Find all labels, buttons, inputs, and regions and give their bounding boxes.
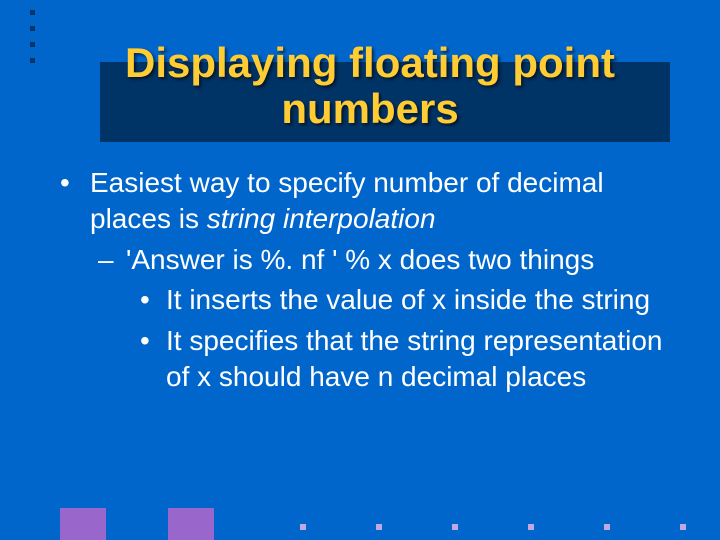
bullet-level-3: It specifies that the string representat…: [60, 323, 680, 396]
dot-icon: [300, 524, 306, 530]
dot-icon: [30, 58, 35, 63]
dot-icon: [604, 524, 610, 530]
bullet-level-1: Easiest way to specify number of decimal…: [60, 165, 680, 238]
slide-body: Easiest way to specify number of decimal…: [60, 165, 680, 399]
square-icon: [60, 508, 106, 540]
dot-icon: [528, 524, 534, 530]
bullet-level-2: 'Answer is %. nf ' % x does two things: [60, 242, 680, 278]
decorative-squares-bottom: [60, 508, 214, 540]
dot-icon: [452, 524, 458, 530]
bullet-level-3: It inserts the value of x inside the str…: [60, 282, 680, 318]
bullet-text: does two things: [392, 244, 594, 275]
dot-icon: [30, 10, 35, 15]
dot-icon: [680, 524, 686, 530]
dot-icon: [376, 524, 382, 530]
slide: Displaying floating point numbers Easies…: [0, 0, 720, 540]
dot-icon: [30, 26, 35, 31]
bullet-text: It specifies that the string representat…: [166, 325, 663, 392]
decorative-dots-top: [30, 10, 35, 74]
square-icon: [168, 508, 214, 540]
code-text: 'Answer is %. nf ' % x: [126, 244, 392, 275]
bullet-text-emphasis: string interpolation: [207, 203, 436, 234]
dot-icon: [30, 42, 35, 47]
decorative-dots-bottom: [300, 524, 686, 530]
bullet-text: It inserts the value of x inside the str…: [166, 284, 650, 315]
slide-title: Displaying floating point numbers: [80, 40, 660, 132]
